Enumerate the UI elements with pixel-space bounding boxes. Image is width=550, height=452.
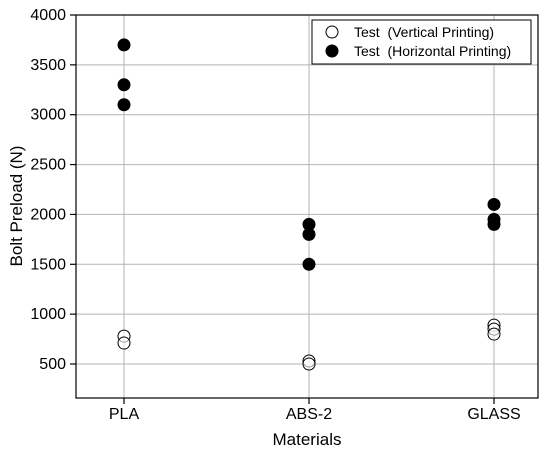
legend-label-vertical: Test (Vertical Printing) [354, 24, 494, 40]
x-tick-label: GLASS [467, 406, 520, 423]
y-tick-label: 4000 [30, 7, 66, 24]
legend-label-horizontal: Test (Horizontal Printing) [354, 43, 511, 59]
data-point-horizontal [117, 78, 131, 92]
data-point-vertical [302, 357, 316, 371]
data-point-horizontal [487, 217, 501, 231]
y-tick-label: 1500 [30, 256, 66, 273]
y-tick-label: 2500 [30, 157, 66, 174]
data-point-horizontal [302, 257, 316, 271]
data-point-horizontal [302, 227, 316, 241]
y-tick-label: 3000 [30, 107, 66, 124]
plot-frame [75, 14, 539, 399]
data-point-horizontal [117, 38, 131, 52]
data-point-vertical [487, 327, 501, 341]
data-points [117, 38, 501, 371]
y-tick-label: 500 [39, 356, 66, 373]
legend-marker-horizontal [325, 44, 339, 58]
y-tick-label: 3500 [30, 57, 66, 74]
data-point-horizontal [117, 98, 131, 112]
legend: Test (Vertical Printing) Test (Horizonta… [311, 19, 532, 65]
legend-box [311, 19, 532, 65]
x-tick-label: ABS-2 [286, 406, 332, 423]
x-tick-label: PLA [109, 406, 140, 423]
y-tick-label: 1000 [30, 306, 66, 323]
axis-ticks: 500 1000 1500 2000 2500 3000 3500 4000 PLA ABS-2 G… [30, 7, 520, 423]
y-axis-title: Bolt Preload (N) [7, 146, 26, 267]
x-axis-title: Materials [273, 430, 342, 449]
y-tick-label: 2000 [30, 206, 66, 223]
data-point-vertical [117, 336, 131, 350]
legend-marker-vertical [325, 25, 339, 39]
grid [76, 14, 538, 398]
data-point-horizontal [487, 197, 501, 211]
